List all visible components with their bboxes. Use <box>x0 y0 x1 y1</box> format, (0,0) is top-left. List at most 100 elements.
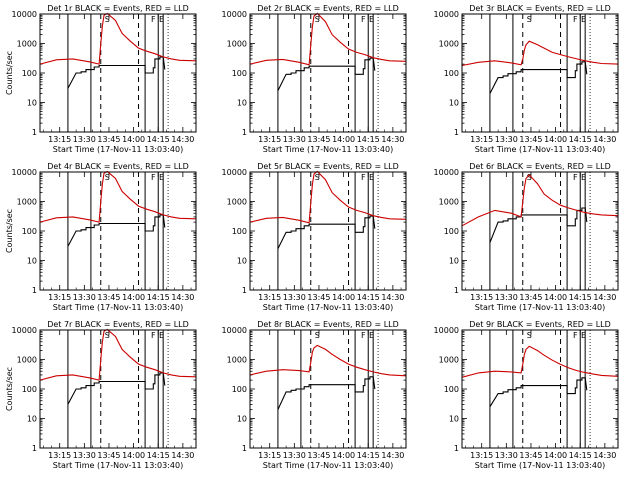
panel-2-marker-label: F <box>361 15 366 24</box>
panel-5-ytick-label: 100 <box>232 227 247 236</box>
panel-4-marker-label: S <box>105 173 110 182</box>
panel-1-xtick-label: 14:00 <box>122 135 145 144</box>
panel-5-marker-label: E <box>369 173 374 182</box>
detector-panel: Det 4r BLACK = Events, RED = LLD Counts/s… <box>5 162 197 312</box>
panel-5-ytick-label: 1000 <box>227 198 247 207</box>
panel-2-ytick-label: 1000 <box>227 40 247 49</box>
panel-4-lld-series-line <box>39 170 197 223</box>
panel-2-xtick-label: 13:15 <box>258 135 281 144</box>
panel-9-ytick-label: 1 <box>454 444 459 453</box>
panel-6-ytick-label: 100 <box>444 227 459 236</box>
panel-6-ytick-label: 1000 <box>439 198 459 207</box>
panel-6-ytick-label: 10000 <box>434 168 459 177</box>
panel-7-ytick-label: 1 <box>32 444 37 453</box>
panel-7-events-series-line <box>67 372 166 405</box>
panel-8-xtick-label: 14:30 <box>381 451 404 460</box>
panel-9-xtick-label: 13:15 <box>470 451 493 460</box>
panel-9-marker-label: E <box>581 331 586 340</box>
panel-3-marker-label: E <box>581 15 586 24</box>
panel-2-marker-label: S <box>315 15 320 24</box>
detector-panel: Det 6r BLACK = Events, RED = LLD 1 10 100 10… <box>434 162 619 312</box>
panel-2-xtick-label: 13:45 <box>307 135 330 144</box>
panel-5-xtick-label: 14:30 <box>381 293 404 302</box>
panel-6-xtick-label: 13:45 <box>519 293 542 302</box>
panel-5-xtick-label: 13:45 <box>307 293 330 302</box>
panel-8-xtick-label: 13:45 <box>307 451 330 460</box>
panel-4-title: Det 4r BLACK = Events, RED = LLD <box>47 162 189 171</box>
panel-4-xtick-label: 13:45 <box>97 293 120 302</box>
panel-7-marker-label: F <box>151 331 156 340</box>
panel-5-events-series-line <box>277 215 376 250</box>
panel-5-marker-label: S <box>315 173 320 182</box>
panel-3-xtick-label: 14:15 <box>569 135 592 144</box>
panel-3-xtick-label: 13:45 <box>519 135 542 144</box>
detector-panel: Det 2r BLACK = Events, RED = LLD 1 10 100 10… <box>222 4 407 154</box>
panel-2-xtick-label: 14:15 <box>357 135 380 144</box>
panel-2-ytick-label: 100 <box>232 69 247 78</box>
panel-9-lld-series-line <box>461 345 619 378</box>
panel-7-ytick-label: 100 <box>22 385 37 394</box>
panel-9-xtick-label: 14:15 <box>569 451 592 460</box>
panel-2-lld-series-line <box>249 12 407 66</box>
panel-4-xlabel: Start Time (17-Nov-11 13:03:40) <box>53 303 183 312</box>
panel-3-title: Det 3r BLACK = Events, RED = LLD <box>469 4 611 13</box>
panel-6-xlabel: Start Time (17-Nov-11 13:03:40) <box>475 303 605 312</box>
panel-8-events-series-line <box>277 376 376 410</box>
panel-7-lld-series-line <box>39 328 197 381</box>
panel-4-marker-label: E <box>159 173 164 182</box>
panel-3-ytick-label: 10 <box>449 99 459 108</box>
panel-6-marker-label: S <box>527 173 532 182</box>
detector-panel: Det 8r BLACK = Events, RED = LLD 1 10 100 10… <box>222 320 407 470</box>
panel-4-xtick-label: 13:30 <box>73 293 96 302</box>
panel-9-ytick-label: 1000 <box>439 356 459 365</box>
panel-2-xtick-label: 14:30 <box>381 135 404 144</box>
panel-7-title: Det 7r BLACK = Events, RED = LLD <box>47 320 189 329</box>
panel-5-xtick-label: 14:00 <box>332 293 355 302</box>
panel-5-xtick-label: 14:15 <box>357 293 380 302</box>
panel-6-lld-series-line <box>461 174 619 227</box>
panel-9-ytick-label: 100 <box>444 385 459 394</box>
detector-panel: Det 1r BLACK = Events, RED = LLD Counts/s… <box>5 4 197 154</box>
panel-1-ylabel: Counts/sec <box>5 51 14 95</box>
panel-9-xtick-label: 13:30 <box>495 451 518 460</box>
panel-3-ytick-label: 1 <box>454 128 459 137</box>
panel-8-xlabel: Start Time (17-Nov-11 13:03:40) <box>263 461 393 470</box>
panel-1-ytick-label: 1000 <box>17 40 37 49</box>
panel-1-marker-label: F <box>151 15 156 24</box>
panel-4-xtick-label: 13:15 <box>48 293 71 302</box>
panel-7-marker-label: E <box>159 331 164 340</box>
panel-1-ytick-label: 10000 <box>12 10 37 19</box>
panel-8-marker-label: E <box>369 331 374 340</box>
panel-9-plot-frame <box>461 329 619 449</box>
detector-panel: Det 7r BLACK = Events, RED = LLD Counts/s… <box>5 320 197 470</box>
panel-6-xtick-label: 13:30 <box>495 293 518 302</box>
panel-9-marker-label: F <box>573 331 578 340</box>
panel-9-xtick-label: 14:00 <box>544 451 567 460</box>
panel-3-xlabel: Start Time (17-Nov-11 13:03:40) <box>475 145 605 154</box>
panel-1-lld-series-line <box>39 12 197 65</box>
panel-7-ylabel: Counts/sec <box>5 367 14 411</box>
panel-1-ytick-label: 10 <box>27 99 37 108</box>
panel-7-ytick-label: 10000 <box>12 326 37 335</box>
panel-6-ytick-label: 10 <box>449 257 459 266</box>
panel-2-plot-frame <box>249 13 407 133</box>
panel-3-ytick-label: 1000 <box>439 40 459 49</box>
panel-1-xtick-label: 13:15 <box>48 135 71 144</box>
panel-9-xtick-label: 14:30 <box>593 451 616 460</box>
detector-panel: Det 3r BLACK = Events, RED = LLD 1 10 100 10… <box>434 4 619 154</box>
panel-8-ytick-label: 1 <box>242 444 247 453</box>
panel-4-ytick-label: 10 <box>27 257 37 266</box>
panel-8-marker-label: S <box>315 331 320 340</box>
panel-2-ytick-label: 10000 <box>222 10 247 19</box>
panel-1-xtick-label: 13:45 <box>97 135 120 144</box>
panel-5-xtick-label: 13:15 <box>258 293 281 302</box>
panel-7-xtick-label: 13:45 <box>97 451 120 460</box>
panel-9-xlabel: Start Time (17-Nov-11 13:03:40) <box>475 461 605 470</box>
panel-3-lld-series-line <box>461 40 619 67</box>
panel-4-ytick-label: 1000 <box>17 198 37 207</box>
panel-7-plot-frame <box>39 329 197 449</box>
panel-1-xtick-label: 13:30 <box>73 135 96 144</box>
panel-8-ytick-label: 100 <box>232 385 247 394</box>
panel-7-xlabel: Start Time (17-Nov-11 13:03:40) <box>53 461 183 470</box>
